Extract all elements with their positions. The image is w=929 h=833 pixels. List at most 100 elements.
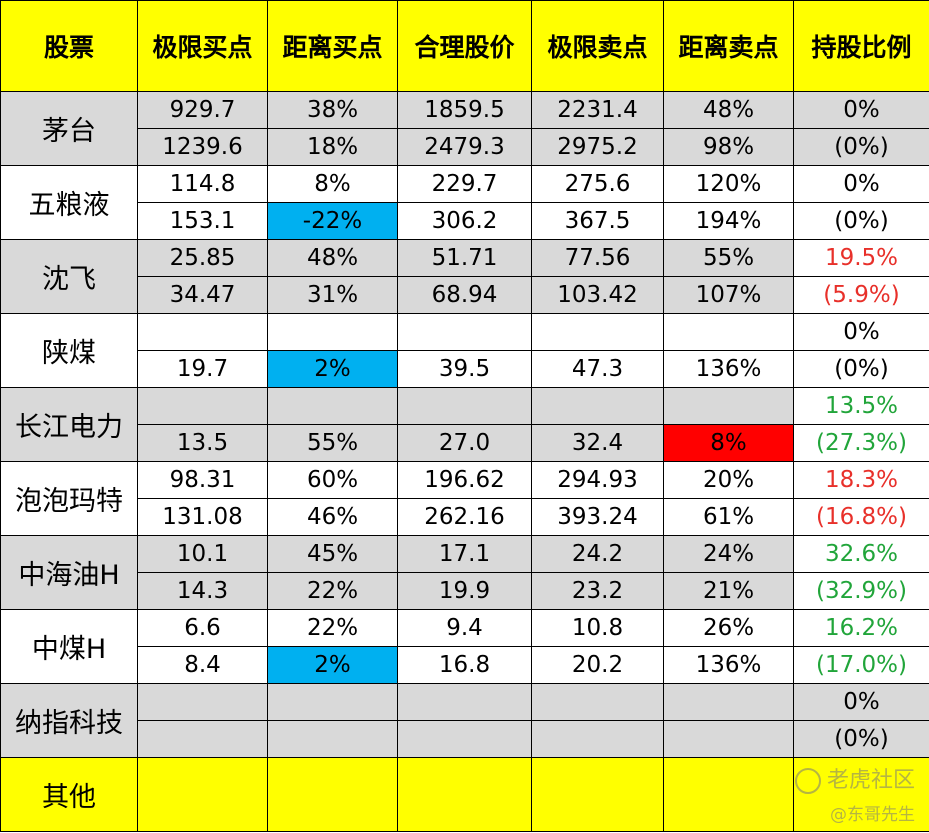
cell-limit-buy: 131.08 (137, 498, 268, 536)
table-row: 陕煤 0% (0, 313, 929, 388)
cell-limit-buy: 153.1 (137, 202, 268, 240)
cell-fair-price: 19.9 (397, 572, 532, 610)
cell-limit-sell: 103.42 (531, 276, 664, 314)
cell-limit-buy (137, 313, 268, 351)
cell-holding: 18.3% (793, 461, 929, 499)
stock-name: 长江电力 (0, 387, 138, 462)
cell-fair-price: 9.4 (397, 609, 532, 647)
cell-limit-sell: 47.3 (531, 350, 664, 388)
cell-limit-sell (531, 387, 664, 425)
cell-fair-price: 229.7 (397, 165, 532, 203)
cell-limit-sell: 23.2 (531, 572, 664, 610)
cell-holding: (16.8%) (793, 498, 929, 536)
cell-limit-buy: 114.8 (137, 165, 268, 203)
cell-limit-sell (531, 313, 664, 351)
stock-name: 茅台 (0, 91, 138, 166)
cell-distance-buy: 38% (267, 91, 398, 129)
table-row: 34.47 31% 68.94 103.42 107% (5.9%) (1, 276, 929, 314)
cell-holding: (0%) (793, 128, 929, 166)
cell-distance-sell (663, 387, 794, 425)
cell-distance-buy (267, 313, 398, 351)
cell-distance-buy: 22% (267, 572, 398, 610)
cell-fair-price (397, 313, 532, 351)
cell-fair-price: 27.0 (397, 424, 532, 462)
cell-fair-price: 262.16 (397, 498, 532, 536)
table-row: 19.7 2% 39.5 47.3 136% (0%) (1, 350, 929, 388)
cell-fair-price (397, 720, 532, 758)
cell-limit-buy: 6.6 (137, 609, 268, 647)
cell-holding: 32.6% (793, 535, 929, 573)
table-row: 纳指科技 0% (0, 683, 929, 758)
cell-holding: 16.2% (793, 609, 929, 647)
cell-distance-sell (663, 720, 794, 758)
cell-limit-buy (137, 683, 268, 721)
cell-limit-buy: 929.7 (137, 91, 268, 129)
table-row: 长江电力 13.5% (0, 387, 929, 462)
cell-limit-sell: 294.93 (531, 461, 664, 499)
cell-distance-sell: 20% (663, 461, 794, 499)
cell-holding: 0% (793, 313, 929, 351)
cell-distance-buy: 46% (267, 498, 398, 536)
cell-fair-price: 16.8 (397, 646, 532, 684)
cell-limit-buy: 14.3 (137, 572, 268, 610)
cell-limit-buy: 1239.6 (137, 128, 268, 166)
watermark-author: @东哥先生 (830, 805, 915, 825)
cell-distance-sell: 107% (663, 276, 794, 314)
header-distance-buy: 距离买点 (267, 0, 398, 92)
table-cell (137, 757, 268, 832)
cell-distance-sell: 136% (663, 350, 794, 388)
cell-distance-sell: 55% (663, 239, 794, 277)
cell-limit-buy (137, 387, 268, 425)
cell-fair-price (397, 683, 532, 721)
cell-holding: (0%) (793, 720, 929, 758)
table-row: (0%) (1, 720, 929, 758)
cell-holding: (5.9%) (793, 276, 929, 314)
table-row: 13.5 55% 27.0 32.4 8% (27.3%) (1, 424, 929, 462)
header-row: 股票 极限买点 距离买点 合理股价 极限卖点 距离卖点 持股比例 (0, 0, 929, 92)
cell-distance-sell: 136% (663, 646, 794, 684)
cell-distance-buy: 18% (267, 128, 398, 166)
cell-limit-buy: 13.5 (137, 424, 268, 462)
header-stock: 股票 (0, 0, 138, 92)
table-row: 五粮液 114.8 8% 229.7 275.6 120% 0% (0, 165, 929, 240)
cell-fair-price: 196.62 (397, 461, 532, 499)
cell-limit-buy: 34.47 (137, 276, 268, 314)
table-cell (267, 757, 398, 832)
stock-name: 中煤H (0, 609, 138, 684)
cell-distance-buy: 2% (267, 350, 398, 388)
cell-fair-price: 51.71 (397, 239, 532, 277)
cell-distance-buy: 2% (267, 646, 398, 684)
cell-limit-sell (531, 683, 664, 721)
cell-distance-buy (267, 387, 398, 425)
cell-distance-sell: 194% (663, 202, 794, 240)
cell-limit-sell: 20.2 (531, 646, 664, 684)
table-cell (663, 757, 794, 832)
cell-limit-buy: 8.4 (137, 646, 268, 684)
cell-distance-buy (267, 720, 398, 758)
cell-limit-buy: 10.1 (137, 535, 268, 573)
cell-distance-sell (663, 313, 794, 351)
stock-name: 泡泡玛特 (0, 461, 138, 536)
cell-distance-buy: 60% (267, 461, 398, 499)
cell-distance-buy: 31% (267, 276, 398, 314)
table-row: 131.08 46% 262.16 393.24 61% (16.8%) (1, 498, 929, 536)
cell-limit-sell: 77.56 (531, 239, 664, 277)
stock-name: 纳指科技 (0, 683, 138, 758)
table-row: 茅台 929.7 38% 1859.5 2231.4 48% 0% (0, 91, 929, 166)
header-limit-sell: 极限卖点 (531, 0, 664, 92)
cell-limit-sell: 10.8 (531, 609, 664, 647)
cell-distance-sell: 120% (663, 165, 794, 203)
cell-distance-sell (663, 683, 794, 721)
table-row: 中煤H 6.6 22% 9.4 10.8 26% 16.2% (0, 609, 929, 684)
table-row: 14.3 22% 19.9 23.2 21% (32.9%) (1, 572, 929, 610)
table-row: 8.4 2% 16.8 20.2 136% (17.0%) (1, 646, 929, 684)
cell-limit-sell (531, 720, 664, 758)
cell-distance-sell: 24% (663, 535, 794, 573)
cell-limit-buy (137, 720, 268, 758)
cell-holding: 13.5% (793, 387, 929, 425)
cell-holding: (17.0%) (793, 646, 929, 684)
other-row: 其他 (0, 757, 929, 832)
cell-holding: (27.3%) (793, 424, 929, 462)
cell-limit-sell: 275.6 (531, 165, 664, 203)
